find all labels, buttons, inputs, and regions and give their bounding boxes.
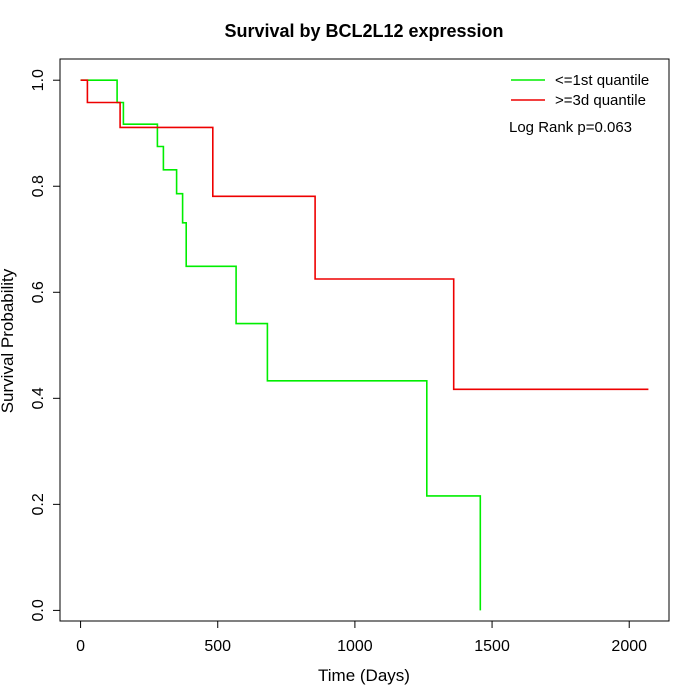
legend-label-low-quantile: <=1st quantile bbox=[555, 72, 649, 89]
log-rank-annotation: Log Rank p=0.063 bbox=[509, 119, 632, 136]
y-tick-label: 0.8 bbox=[30, 175, 47, 197]
y-tick-label: 0.4 bbox=[30, 387, 47, 409]
x-axis-label: Time (Days) bbox=[318, 666, 410, 685]
x-axis: 0 500 1000 1500 2000 bbox=[76, 620, 647, 655]
x-tick-label: 1500 bbox=[474, 638, 510, 655]
y-tick-label: 0.2 bbox=[30, 493, 47, 515]
chart-title: Survival by BCL2L12 expression bbox=[224, 21, 503, 41]
legend: <=1st quantile >=3d quantile bbox=[511, 72, 649, 109]
series-low-quantile bbox=[80, 79, 482, 611]
y-axis: 0.0 0.2 0.4 0.6 0.8 1.0 bbox=[30, 69, 61, 622]
y-tick-label: 0.0 bbox=[30, 599, 47, 621]
x-tick-label: 0 bbox=[76, 638, 85, 655]
y-axis-label: Survival Probability bbox=[0, 268, 17, 413]
x-tick-label: 2000 bbox=[611, 638, 647, 655]
y-tick-label: 0.6 bbox=[30, 281, 47, 303]
x-tick-label: 500 bbox=[204, 638, 231, 655]
series-layer bbox=[80, 79, 649, 611]
y-tick-label: 1.0 bbox=[30, 69, 47, 91]
series-high-quantile bbox=[80, 79, 649, 391]
legend-label-high-quantile: >=3d quantile bbox=[555, 92, 646, 109]
x-tick-label: 1000 bbox=[337, 638, 373, 655]
